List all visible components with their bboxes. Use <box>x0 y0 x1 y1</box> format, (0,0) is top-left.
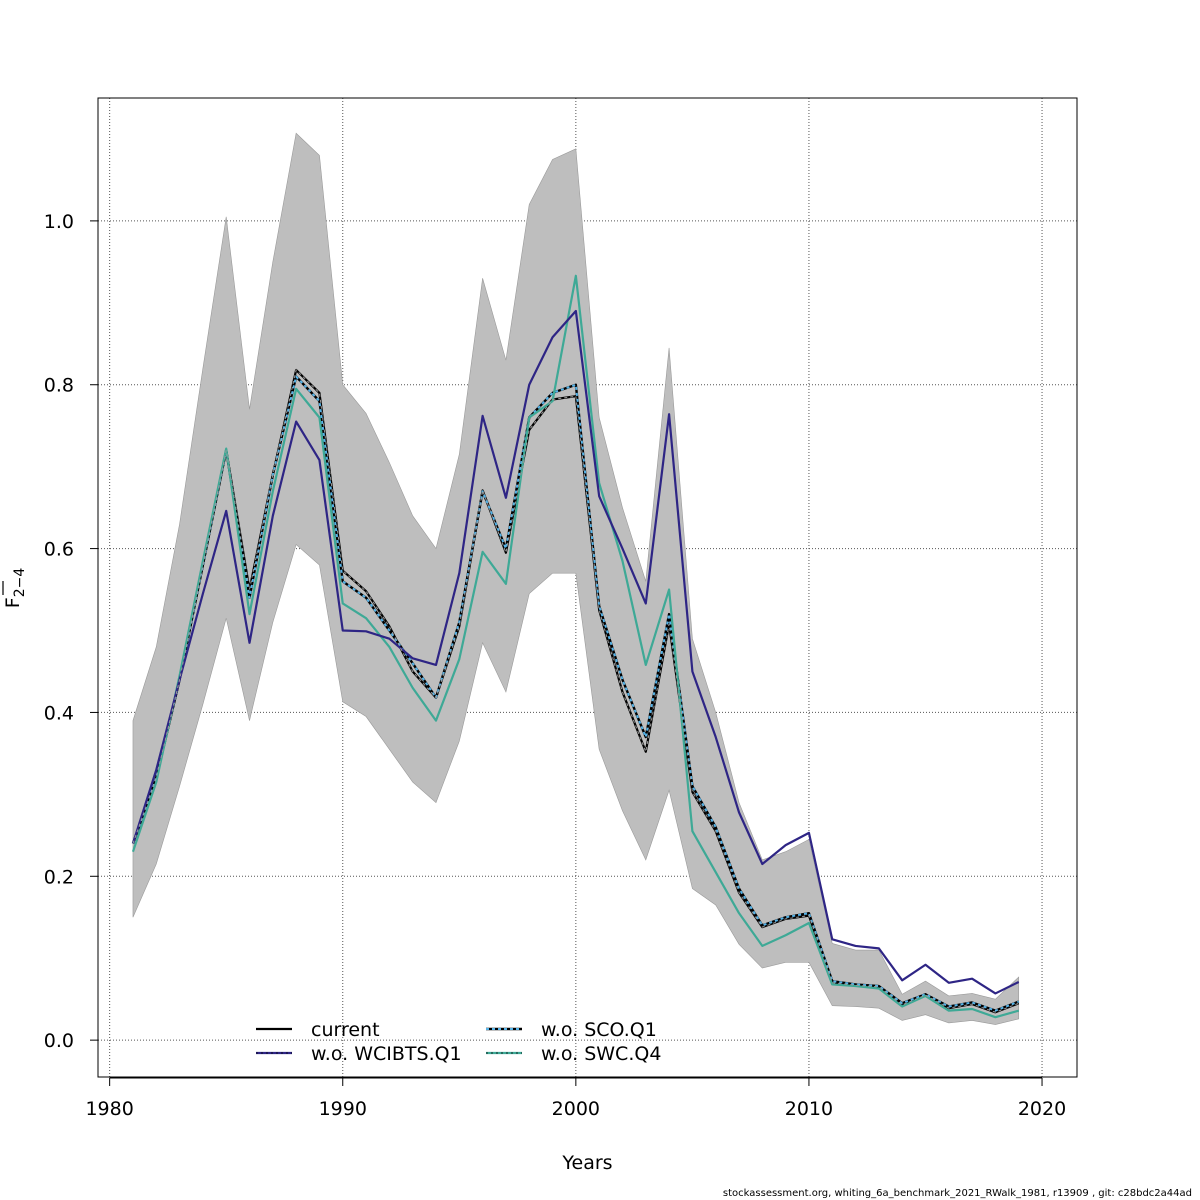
legend-label-w-o-sco-q1: w.o. SCO.Q1 <box>541 1019 657 1041</box>
y-axis-title-group: F2−4 <box>2 568 28 609</box>
series-line-current-overlay <box>132 369 1019 1013</box>
series-line-w-o-sco-q1 <box>132 375 1020 1012</box>
y-tick-label-4: 0.8 <box>44 375 74 397</box>
x-axis-title: Years <box>561 1152 612 1174</box>
y-tick-label-1: 0.2 <box>44 866 74 888</box>
x-tick-label-3: 2010 <box>785 1098 833 1120</box>
y-axis-title-main: F <box>2 597 24 608</box>
x-tick-label-0: 1980 <box>85 1098 133 1120</box>
y-tick-label-5: 1.0 <box>44 211 74 233</box>
y-axis-title-subscript: 2−4 <box>12 568 28 598</box>
y-tick-label-0: 0.0 <box>44 1030 74 1052</box>
x-tick-label-4: 2020 <box>1018 1098 1066 1120</box>
series-lines-group <box>131 274 1020 1019</box>
legend-label-w-o-swc-q4: w.o. SWC.Q4 <box>541 1043 661 1065</box>
x-tick-label-2: 2000 <box>552 1098 600 1120</box>
y-tick-label-3: 0.6 <box>44 539 74 561</box>
series-line-w-o-swc-q4 <box>131 274 1020 1019</box>
series-line-w-o-wcibts-q1 <box>131 309 1020 995</box>
legend-label-w-o-wcibts-q1: w.o. WCIBTS.Q1 <box>311 1043 462 1065</box>
legend-label-current: current <box>311 1019 380 1041</box>
y-axis-title: F2−4 <box>2 568 28 609</box>
footer-note: stockassessment.org, whiting_6a_benchmar… <box>722 1188 1192 1199</box>
axes-group: 1980 1990 2000 2010 2020 0.0 0.2 0.4 0.6 0.8 1.0 <box>44 211 1066 1120</box>
y-tick-label-2: 0.4 <box>44 702 74 724</box>
x-tick-label-1: 1990 <box>319 1098 367 1120</box>
